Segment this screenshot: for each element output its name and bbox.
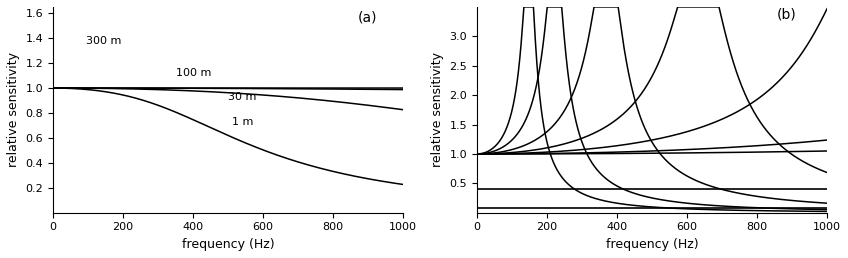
- Y-axis label: relative sensitivity: relative sensitivity: [431, 52, 444, 167]
- X-axis label: frequency (Hz): frequency (Hz): [181, 238, 274, 251]
- X-axis label: frequency (Hz): frequency (Hz): [605, 238, 698, 251]
- Text: 300 m: 300 m: [86, 36, 121, 46]
- Text: 1 m: 1 m: [232, 117, 253, 127]
- Text: 100 m: 100 m: [176, 68, 211, 78]
- Text: 30 m: 30 m: [228, 92, 256, 102]
- Text: (b): (b): [776, 8, 796, 22]
- Y-axis label: relative sensitivity: relative sensitivity: [7, 52, 20, 167]
- Text: (a): (a): [358, 11, 377, 25]
